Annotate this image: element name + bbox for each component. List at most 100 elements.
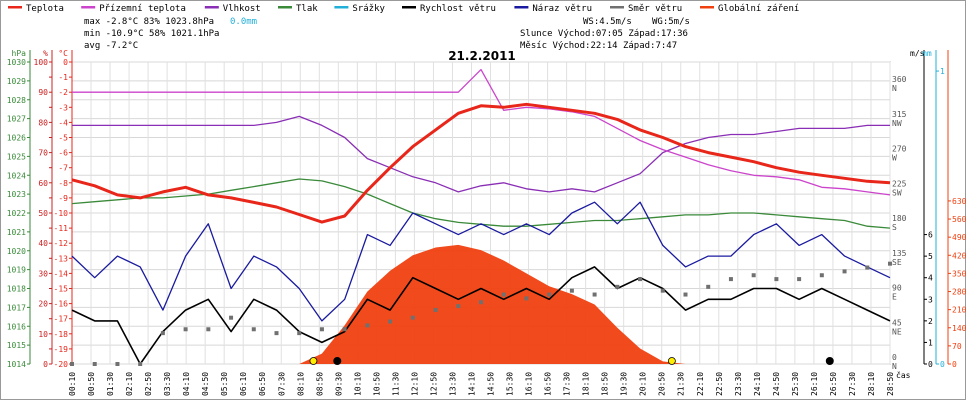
series-smer-vetru-point [524, 296, 529, 301]
series-smer-vetru-point [819, 273, 824, 278]
radiation-tick-label: 210 [952, 306, 966, 315]
legend-label-3: Tlak [296, 4, 318, 14]
pressure-tick-label: 1027 [7, 115, 26, 124]
series-vlhkost-line [72, 115, 890, 193]
temperature-tick-label: -8 [58, 179, 68, 188]
x-tick-label: 06:10 [239, 372, 248, 396]
wind-axis-label: m/s [910, 49, 925, 58]
pressure-tick-label: 1030 [7, 58, 26, 67]
x-tick-label: 02:10 [125, 372, 134, 396]
series-smer-vetru-point [251, 327, 256, 332]
temperature-tick-label: -19 [54, 345, 69, 354]
moonrise-marker [825, 357, 834, 365]
stats-panel: max -2.8°C 83% 1023.8hPa 0.0mm min -10.9… [84, 17, 690, 51]
direction-tick-label: 180 [892, 214, 907, 223]
pressure-tick-label: 1029 [7, 77, 26, 86]
x-tick-label: 00:50 [87, 372, 96, 396]
series-smer-vetru-point [660, 288, 665, 293]
radiation-tick-label: 560 [952, 215, 966, 224]
series-smer-vetru-point [138, 362, 143, 366]
direction-compass-label: NE [892, 327, 902, 336]
x-tick-label: 23:30 [734, 372, 743, 396]
series-smer-vetru-point [160, 331, 165, 336]
wind-tick-label: 5 [928, 252, 933, 261]
stats-wg: WG:5m/s [652, 17, 690, 27]
wind-tick-label: 0 [928, 360, 933, 369]
legend-label-2: Vlhkost [223, 4, 261, 14]
stats-min: min -10.9°C 58% 1021.1hPa [84, 29, 219, 39]
moonset-marker [333, 357, 342, 365]
radiation-tick-label: 630 [952, 197, 966, 206]
series-smer-vetru-point [206, 327, 211, 332]
legend: Teplota Přízemní teplota Vlhkost Tlak Srážky… [8, 4, 799, 14]
x-tick-label: 22:10 [696, 372, 705, 396]
x-tick-label: 07:30 [277, 372, 286, 396]
humidity-tick-label: 90 [38, 88, 48, 97]
x-tick-label: 24:50 [772, 372, 781, 396]
temperature-tick-label: -10 [54, 209, 69, 218]
series-smer-vetru-point [615, 284, 620, 289]
humidity-tick-label: 50 [38, 209, 48, 218]
humidity-tick-label: 20 [38, 300, 48, 309]
temperature-tick-label: -9 [58, 194, 68, 203]
temperature-axis-label: °C [58, 49, 68, 58]
radiation-tick-label: 490 [952, 233, 966, 242]
temperature-tick-label: -15 [54, 285, 69, 294]
x-axis-label: čas [896, 370, 911, 380]
pressure-tick-label: 1019 [7, 266, 26, 275]
axes: hPa1014101510161017101810191020102110221… [7, 49, 966, 371]
x-tick-label: 03:30 [163, 372, 172, 396]
temperature-tick-label: -5 [58, 134, 68, 143]
x-tick-label: 28:50 [886, 372, 895, 396]
pressure-tick-label: 1024 [7, 171, 26, 180]
x-tick-label: 10:10 [353, 372, 362, 396]
pressure-tick-label: 1018 [7, 285, 26, 294]
series-smer-vetru-point [342, 327, 347, 332]
x-axis: 00:10 00:50 01:30 02:10 02:50 03:30 04:10 04:50… [68, 372, 895, 396]
series-globalni-zareni-area [72, 244, 890, 364]
legend-swatch-1 [81, 6, 96, 9]
direction-tick-label: 270 [892, 145, 907, 154]
series-teplota-line [71, 102, 891, 224]
pressure-tick-label: 1025 [7, 152, 26, 161]
x-tick-label: 16:10 [525, 372, 534, 396]
series-smer-vetru-point [115, 362, 120, 366]
legend-label-8: Globální záření [718, 4, 799, 14]
x-tick-label: 17:30 [563, 372, 572, 396]
temperature-tick-label: -12 [54, 239, 69, 248]
series-smer-vetru-point [183, 327, 188, 332]
pressure-tick-label: 1015 [7, 341, 26, 350]
series-smer-vetru-point [501, 292, 506, 297]
sunrise-marker [309, 357, 318, 365]
direction-compass-label: SE [892, 258, 902, 267]
direction-compass-label: NW [892, 119, 902, 128]
temperature-tick-label: -6 [58, 149, 68, 158]
x-tick-label: 14:50 [487, 372, 496, 396]
radiation-tick-label: 420 [952, 251, 966, 260]
series-rychlost-vetru-line [71, 266, 891, 365]
sunset-marker [667, 357, 676, 365]
series-smer-vetru-point [706, 284, 711, 289]
series-smer-vetru-point [274, 331, 279, 336]
series-smer-vetru-point [297, 331, 302, 336]
rain-tick-label: 1 [940, 67, 945, 76]
temperature-tick-label: -11 [54, 224, 69, 233]
humidity-tick-label: 10 [38, 330, 48, 339]
x-tick-label: 24:10 [753, 372, 762, 396]
x-tick-label: 05:30 [220, 372, 229, 396]
legend-label-7: Směr větru [628, 4, 682, 14]
temperature-tick-label: -1 [58, 73, 68, 82]
chart-title: 21.2.2011 [448, 49, 516, 63]
x-tick-label: 09:30 [334, 372, 343, 396]
x-tick-label: 16:50 [544, 372, 553, 396]
pressure-tick-label: 1014 [7, 360, 26, 369]
series-smer-vetru-point [70, 362, 74, 366]
x-tick-label: 12:50 [429, 372, 438, 396]
x-tick-label: 18:50 [601, 372, 610, 396]
radiation-tick-label: 350 [952, 269, 966, 278]
direction-tick-label: 0 [892, 353, 897, 362]
series-smer-vetru-point [774, 277, 779, 282]
x-tick-label: 04:10 [182, 372, 191, 396]
grid [71, 61, 891, 365]
